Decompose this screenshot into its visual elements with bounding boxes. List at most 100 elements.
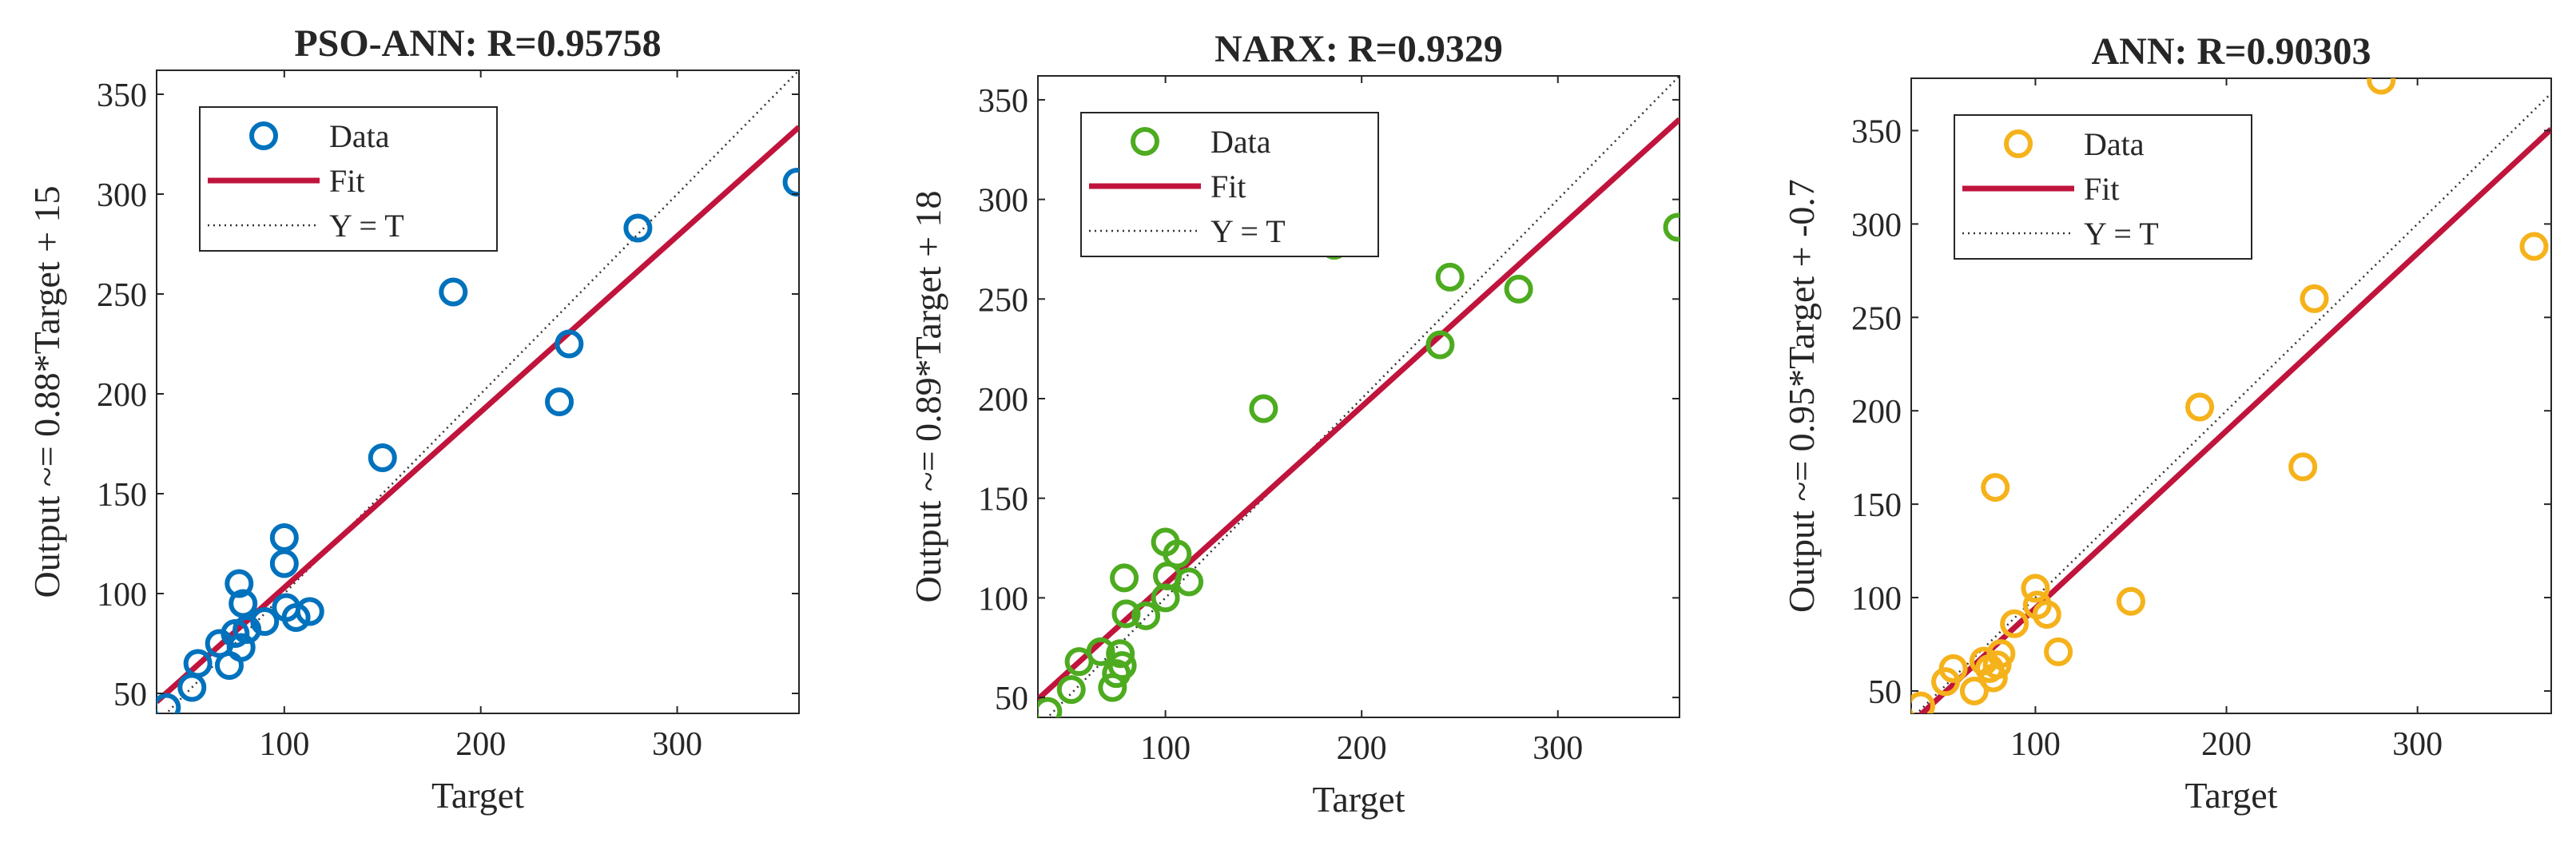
legend-label-identity: Y = T	[1210, 213, 1286, 249]
y-tick-label: 50	[113, 677, 147, 713]
data-point	[1038, 697, 1063, 717]
x-tick-label: 200	[455, 726, 506, 763]
x-tick-label: 200	[1337, 730, 1387, 767]
data-point	[295, 597, 324, 626]
data-point	[1911, 691, 1935, 713]
y-tick-label: 150	[978, 482, 1028, 518]
x-axis-label: Target	[431, 775, 524, 816]
data-point	[281, 603, 311, 632]
x-tick-label: 100	[1140, 730, 1191, 767]
plot-area	[1038, 76, 1680, 717]
x-tick-label: 200	[2201, 726, 2252, 763]
y-tick-label: 100	[1851, 581, 1902, 618]
chart-title: NARX: R=0.9329	[1214, 28, 1503, 70]
legend-data-marker	[1131, 127, 1159, 156]
data-point	[1111, 599, 1141, 629]
data-point	[1056, 675, 1086, 705]
y-tick-label: 250	[97, 277, 147, 314]
y-tick-label: 150	[97, 477, 147, 514]
chart-panel-1: 100 200 300 50 100 150 200 250 300 350 PSO-ANN: R=…	[26, 22, 800, 816]
y-tick-label: 350	[97, 77, 147, 114]
data-point	[2000, 609, 2029, 638]
data-point	[439, 277, 468, 307]
data-point	[1981, 473, 2010, 502]
legend-label-identity: Y = T	[2084, 216, 2159, 252]
chart-panel-2: 100 200 300 50 100 150 200 250 300 350 NARX: R=0.9…	[908, 28, 1680, 820]
fit-line	[157, 125, 799, 705]
data-point	[183, 649, 213, 678]
data-point	[2116, 586, 2145, 616]
plot-area	[1911, 78, 2551, 713]
x-tick-label: 300	[2392, 726, 2443, 763]
y-tick-label: 100	[978, 581, 1028, 618]
data-point	[2032, 600, 2061, 630]
data-point	[623, 213, 653, 243]
legend: Data Fit Y = T	[199, 106, 498, 252]
chart-title: ANN: R=0.90303	[2092, 30, 2371, 73]
x-tick-label: 300	[1532, 730, 1583, 767]
data-point	[250, 607, 280, 636]
legend-label-fit: Fit	[2084, 171, 2119, 207]
legend-label-fit: Fit	[1210, 169, 1246, 205]
y-tick-label: 350	[978, 83, 1028, 120]
y-tick-label: 300	[978, 183, 1028, 220]
data-point	[269, 549, 299, 578]
y-tick-label: 100	[97, 577, 147, 614]
legend-label-data: Data	[2084, 126, 2145, 162]
data-point	[1086, 637, 1115, 666]
x-tick-label: 100	[259, 726, 309, 763]
y-tick-label: 50	[995, 681, 1028, 717]
legend-data-marker	[249, 121, 278, 150]
x-tick-label: 300	[652, 726, 702, 763]
data-point	[1986, 639, 2016, 669]
data-point	[1249, 394, 1278, 423]
data-point	[1106, 639, 1135, 669]
data-point	[1163, 539, 1192, 569]
data-point	[1425, 330, 1455, 359]
data-point	[1107, 651, 1137, 681]
data-point	[1131, 601, 1161, 630]
data-point	[2021, 574, 2050, 603]
data-point	[2519, 232, 2549, 261]
y-axis-label: Output ~= 0.88*Target + 15	[26, 185, 67, 598]
y-tick-label: 300	[1851, 207, 1902, 244]
data-point	[545, 387, 574, 416]
x-axis-label: Target	[1313, 779, 1405, 820]
data-point	[1435, 262, 1465, 292]
data-point	[2300, 284, 2329, 313]
chart-title: PSO-ANN: R=0.95758	[294, 22, 661, 65]
plot-area	[157, 70, 799, 713]
legend-data-marker	[2004, 129, 2033, 158]
data-point	[2044, 637, 2073, 666]
data-point	[555, 329, 584, 359]
data-point	[1978, 663, 2008, 693]
data-point	[2367, 78, 2396, 95]
data-point	[2288, 452, 2318, 482]
y-tick-label: 200	[978, 382, 1028, 419]
y-axis-label: Output ~= 0.89*Target + 18	[908, 190, 948, 602]
fit-line	[1918, 127, 2551, 713]
legend-label-identity: Y = T	[329, 208, 404, 244]
y-tick-label: 350	[1851, 113, 1902, 150]
data-point	[157, 693, 181, 713]
legend-label-data: Data	[329, 118, 390, 154]
data-point	[226, 633, 256, 662]
y-tick-label: 200	[1851, 394, 1902, 431]
y-tick-label: 250	[1851, 300, 1902, 337]
legend-box	[1954, 114, 2252, 260]
data-point	[1959, 676, 1989, 705]
y-axis-label: Output ~= 0.95*Target + -0.7	[1781, 179, 1822, 613]
data-point	[229, 589, 258, 618]
x-axis-label: Target	[2185, 775, 2278, 816]
y-tick-label: 200	[97, 377, 147, 414]
y-tick-label: 150	[1851, 487, 1902, 524]
data-point	[1504, 274, 1533, 304]
x-tick-label: 100	[2010, 726, 2061, 763]
data-point	[1175, 567, 1204, 597]
legend: Data Fit Y = T	[1080, 112, 1379, 257]
legend-label-data: Data	[1210, 124, 1271, 160]
data-point	[1110, 563, 1139, 593]
data-point	[225, 569, 254, 598]
data-point	[368, 443, 397, 472]
